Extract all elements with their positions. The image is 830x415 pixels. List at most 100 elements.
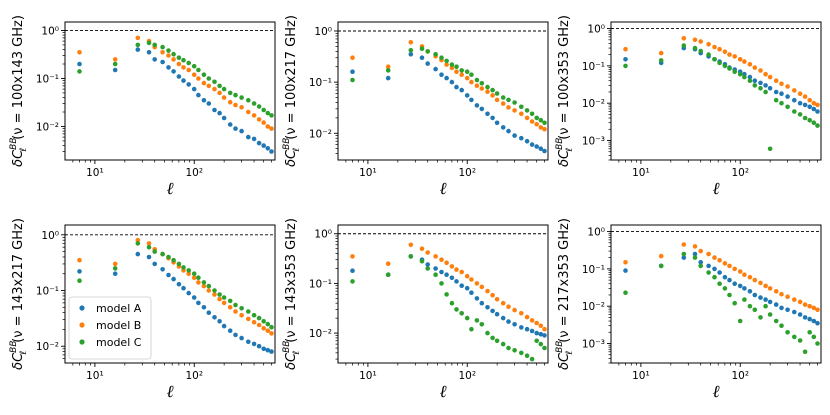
point-model-c: [444, 58, 449, 64]
point-model-a: [464, 285, 470, 291]
point-model-c: [221, 86, 227, 92]
point-model-b: [773, 78, 779, 83]
point-model-a: [212, 107, 217, 113]
point-model-c: [251, 101, 257, 106]
point-model-b: [191, 275, 197, 281]
point-model-b: [623, 46, 628, 52]
y-label-subscript: ℓ: [292, 351, 302, 356]
point-model-c: [681, 43, 687, 48]
point-model-b: [239, 105, 244, 110]
point-model-b: [221, 95, 227, 100]
point-model-b: [408, 242, 414, 248]
point-model-a: [233, 126, 238, 131]
y-tick-label: 10⁻¹: [36, 286, 59, 298]
y-label-superscript: BB: [9, 341, 19, 353]
point-model-a: [763, 83, 768, 88]
point-model-a: [512, 322, 517, 327]
y-axis-label: δCBBℓ (ν = 100x353 GHz): [555, 15, 575, 167]
point-model-c: [692, 255, 698, 260]
point-model-c: [469, 72, 474, 77]
legend-label: model B: [96, 319, 141, 332]
point-model-c: [112, 61, 118, 67]
point-model-a: [529, 142, 535, 147]
point-model-a: [727, 277, 732, 283]
point-model-a: [779, 305, 784, 311]
point-model-b: [500, 300, 506, 306]
point-model-c: [717, 60, 722, 66]
x-tick-label: 10²: [185, 370, 203, 382]
point-model-c: [201, 72, 207, 77]
point-model-b: [135, 237, 141, 243]
point-model-a: [797, 312, 803, 317]
point-model-a: [459, 283, 465, 289]
point-model-a: [433, 66, 438, 72]
point-model-a: [681, 255, 687, 260]
point-model-a: [742, 286, 747, 291]
y-label-subscript: ℓ: [19, 351, 29, 356]
point-model-c: [191, 63, 197, 69]
point-model-c: [385, 68, 391, 73]
point-model-b: [77, 50, 82, 55]
point-model-c: [227, 90, 233, 96]
point-model-c: [449, 300, 455, 306]
point-model-c: [698, 48, 703, 54]
point-model-b: [802, 302, 808, 307]
point-model-b: [485, 288, 490, 294]
point-model-a: [692, 251, 698, 257]
point-model-a: [474, 103, 480, 108]
point-model-b: [792, 297, 797, 302]
point-model-b: [681, 36, 687, 41]
point-model-c: [529, 356, 535, 362]
point-model-a: [135, 251, 141, 257]
point-model-a: [815, 320, 820, 326]
x-tick-label: 10²: [458, 370, 476, 382]
point-model-b: [146, 241, 152, 246]
point-model-c: [742, 297, 747, 302]
point-model-a: [722, 274, 728, 280]
point-model-b: [811, 305, 817, 311]
point-model-b: [459, 269, 465, 275]
point-model-b: [217, 296, 222, 302]
point-model-b: [779, 81, 784, 87]
point-model-b: [186, 67, 191, 73]
y-label-subscript: ℓ: [565, 351, 575, 356]
point-model-c: [792, 109, 797, 114]
point-model-b: [773, 289, 779, 294]
point-model-b: [529, 318, 535, 323]
point-model-c: [512, 100, 517, 105]
point-model-c: [727, 292, 732, 298]
point-model-b: [201, 80, 207, 86]
point-model-c: [227, 298, 233, 304]
point-model-c: [160, 251, 165, 257]
point-model-a: [171, 276, 176, 282]
point-model-b: [196, 76, 201, 81]
point-model-c: [747, 303, 753, 309]
point-model-a: [474, 296, 480, 301]
point-model-a: [623, 268, 628, 273]
point-model-c: [779, 100, 784, 106]
point-model-b: [256, 117, 262, 122]
point-model-a: [186, 82, 191, 87]
point-model-c: [444, 292, 449, 297]
point-model-b: [698, 39, 703, 44]
point-model-a: [160, 267, 165, 272]
y-label-frequency: (ν = 100x217 GHz): [284, 15, 299, 140]
point-model-c: [706, 52, 711, 57]
point-model-b: [785, 294, 790, 300]
point-model-a: [201, 305, 207, 310]
point-model-a: [490, 115, 495, 121]
point-model-a: [176, 74, 182, 79]
point-model-c: [146, 244, 152, 250]
point-model-c: [233, 92, 238, 98]
point-model-c: [269, 113, 274, 118]
point-model-a: [802, 102, 808, 108]
point-model-a: [519, 135, 524, 141]
point-model-c: [439, 55, 444, 60]
y-label-main: δC: [557, 352, 572, 370]
legend-label: model C: [96, 336, 142, 349]
point-model-a: [479, 106, 485, 112]
x-tick-label: 10²: [458, 167, 476, 179]
point-model-b: [469, 277, 474, 282]
point-model-b: [464, 75, 470, 81]
point-model-c: [265, 321, 271, 327]
